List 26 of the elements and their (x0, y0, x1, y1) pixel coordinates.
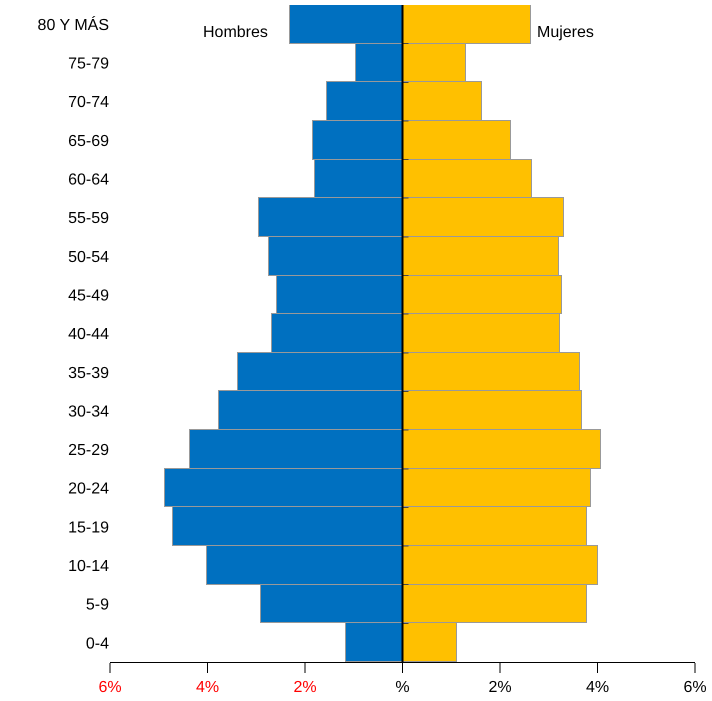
series-label: Mujeres (537, 24, 594, 41)
y-tick-label: 35-39 (68, 364, 110, 382)
y-tick-label: 70-74 (68, 94, 110, 112)
y-tick-label: 65-69 (68, 132, 110, 150)
y-tick-label: 55-59 (68, 210, 110, 228)
y-tick-label: 15-19 (68, 519, 110, 536)
y-tick-label: 20-24 (68, 480, 110, 498)
y-tick-label: 75-79 (68, 56, 110, 73)
x-tick-label: 4% (586, 679, 610, 696)
y-tick-label: 0-4 (86, 635, 110, 652)
series-label: Hombres (203, 24, 268, 41)
y-tick-label: 25-29 (68, 442, 110, 460)
x-tick-label: % (395, 679, 410, 696)
y-tick-label: 80 Y MÁS (38, 16, 109, 34)
y-tick-label: 10-14 (68, 558, 110, 575)
x-tick-label: 6% (98, 679, 122, 696)
x-tick-label: 2% (488, 679, 512, 696)
x-tick-label: 2% (293, 679, 317, 696)
y-tick-label: 60-64 (68, 172, 110, 189)
y-tick-label: 30-34 (68, 403, 110, 420)
y-tick-label: 5-9 (86, 596, 110, 614)
y-tick-label: 40-44 (68, 326, 110, 344)
x-tick-label: 6% (683, 679, 707, 696)
y-tick-label: 45-49 (68, 287, 110, 304)
y-tick-label: 50-54 (68, 248, 110, 266)
x-tick-label: 4% (196, 679, 220, 696)
